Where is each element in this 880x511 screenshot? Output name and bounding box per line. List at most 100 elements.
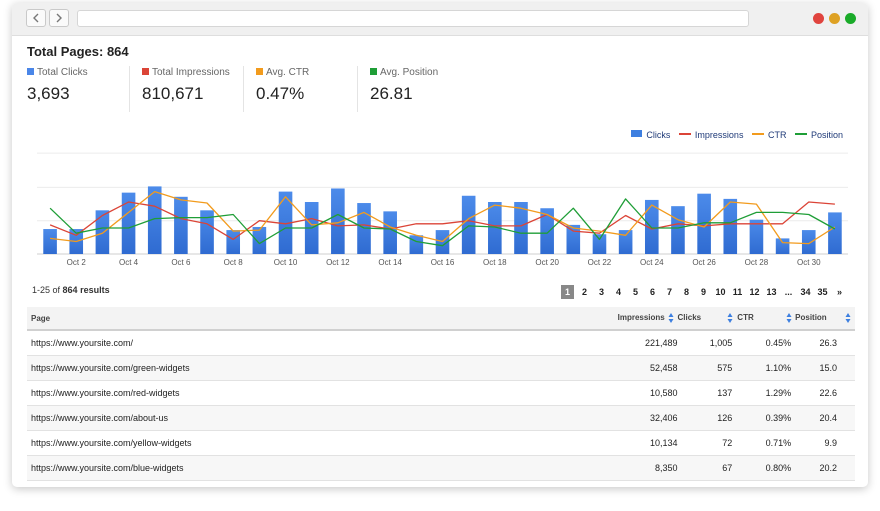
page-button[interactable]: 9 [700,287,706,297]
col-impressions-header[interactable]: Impressions [617,307,678,331]
back-button[interactable] [26,9,46,27]
page-button[interactable]: 12 [749,287,760,297]
chevron-left-icon [33,13,39,23]
impressions-cell: 10,134 [617,430,678,456]
x-tick-label: Oct 4 [119,258,139,267]
bar-clicks [461,195,476,254]
table-row[interactable]: https://www.yoursite.com/about-us 32,406 1… [27,405,855,431]
bar-clicks [514,202,528,254]
page-url-cell[interactable]: https://www.yoursite.com/blue-widgets [27,455,618,481]
legend-swatch [678,133,691,135]
chart-legend: Clicks Impressions CTR Position [625,130,843,140]
legend-ctr[interactable]: CTR [751,130,786,140]
page-button[interactable]: 11 [732,287,743,297]
position-cell: 22.6 [795,380,855,406]
position-cell: 26.3 [795,330,855,356]
maximize-window-dot[interactable] [845,13,856,24]
impressions-cell: 32,406 [617,405,678,431]
divider [243,66,244,112]
results-total: 864 [62,285,78,295]
page-url-cell[interactable]: https://www.yoursite.com/red-widgets [27,380,618,406]
bar-clicks [43,229,57,254]
table-row[interactable]: https://www.yoursite.com/yellow-widgets 1… [27,430,855,456]
close-window-dot[interactable] [813,13,824,24]
page-url-cell[interactable]: https://www.yoursite.com/ [27,330,618,356]
header-label: CTR [737,313,754,323]
sort-icon[interactable] [668,312,674,324]
metric-label: Total Impressions [152,67,230,78]
metric-avg-position: Avg. Position 26.81 [370,67,438,115]
page-ellipsis: ... [784,287,793,297]
impressions-cell: 221,489 [617,330,678,356]
table-row[interactable]: https://www.yoursite.com/221,489 1,005 0.4… [27,330,855,356]
x-tick-label: Oct 26 [692,258,716,267]
col-position-header[interactable]: Position [795,307,855,331]
col-clicks-header[interactable]: Clicks [677,307,738,331]
legend-position[interactable]: Position [794,130,843,140]
x-tick-label: Oct 10 [274,258,298,267]
page-url-cell[interactable]: https://www.yoursite.com/green-widgets [27,355,618,381]
x-tick-label: Oct 28 [745,258,769,267]
table-row[interactable]: https://www.yoursite.com/green-widgets 52… [27,355,855,381]
ctr-swatch [256,68,263,75]
page-button[interactable]: 8 [683,287,689,297]
col-page-header[interactable]: Page [27,307,618,331]
page-button[interactable]: 35 [817,287,828,297]
bar-clicks [697,193,711,254]
sort-icon[interactable] [727,312,733,324]
page-button[interactable]: 34 [800,287,811,297]
bar-clicks [775,238,790,254]
x-tick-label: Oct 18 [483,258,507,267]
metric-total-clicks: Total Clicks 3,693 [27,67,88,115]
sort-icon[interactable] [786,312,792,324]
page-button[interactable]: 6 [649,287,655,297]
x-tick-label: Oct 14 [378,258,402,267]
page-url-cell[interactable]: https://www.yoursite.com/yellow-widgets [27,430,618,456]
minimize-window-dot[interactable] [829,13,840,24]
position-swatch [370,68,377,75]
page-button[interactable]: 2 [581,287,587,297]
legend-impressions[interactable]: Impressions [678,130,744,140]
ctr-cell: 1.29% [737,380,796,406]
page-button[interactable]: 10 [715,287,726,297]
bar-clicks [95,210,110,254]
address-bar[interactable] [77,10,749,27]
performance-chart: Oct 2 Oct 4 Oct 6 Oct 8 Oct 10 Oct 12 Oct 14 Oc… [37,152,848,267]
page-button[interactable]: 3 [598,287,604,297]
next-page-button[interactable]: » [836,287,842,297]
legend-label: Impressions [694,130,744,140]
col-ctr-header[interactable]: CTR [737,307,796,331]
chevron-right-icon [56,13,62,23]
legend-label: Clicks [646,130,671,140]
bar-clicks [278,191,293,254]
page-button[interactable]: 4 [615,287,621,297]
bar-clicks [592,234,607,254]
line-impressions [49,201,835,241]
forward-button[interactable] [49,9,69,27]
divider [129,66,130,112]
legend-swatch [794,133,807,135]
table-row[interactable]: https://www.yoursite.com/blue-widgets 8,3… [27,455,855,481]
x-tick-label: Oct 8 [224,258,244,267]
legend-swatch [631,130,643,137]
metric-value: 810,671 [142,84,204,103]
page-button-current[interactable]: 1 [561,285,574,299]
page-button[interactable]: 13 [766,287,777,297]
metric-total-impressions: Total Impressions 810,671 [142,67,230,115]
bar-clicks [801,230,816,254]
sort-icon[interactable] [845,312,851,324]
table-row[interactable]: https://www.yoursite.com/red-widgets 10,5… [27,380,855,406]
clicks-cell: 137 [677,380,738,406]
ctr-cell: 0.71% [737,430,796,456]
page-url-cell[interactable]: https://www.yoursite.com/about-us [27,405,618,431]
page-button[interactable]: 7 [666,287,672,297]
ctr-cell: 0.45% [737,330,796,356]
x-tick-label: Oct 30 [797,258,821,267]
bar-clicks [566,224,581,254]
legend-clicks[interactable]: Clicks [631,130,670,140]
results-count: 1-25 of 864 results [32,285,110,295]
page-button[interactable]: 5 [632,287,638,297]
browser-window: Total Pages: 864 Total Clicks 3,693 Tota… [12,3,868,487]
legend-label: Position [810,130,843,140]
metric-label: Total Clicks [37,67,88,78]
